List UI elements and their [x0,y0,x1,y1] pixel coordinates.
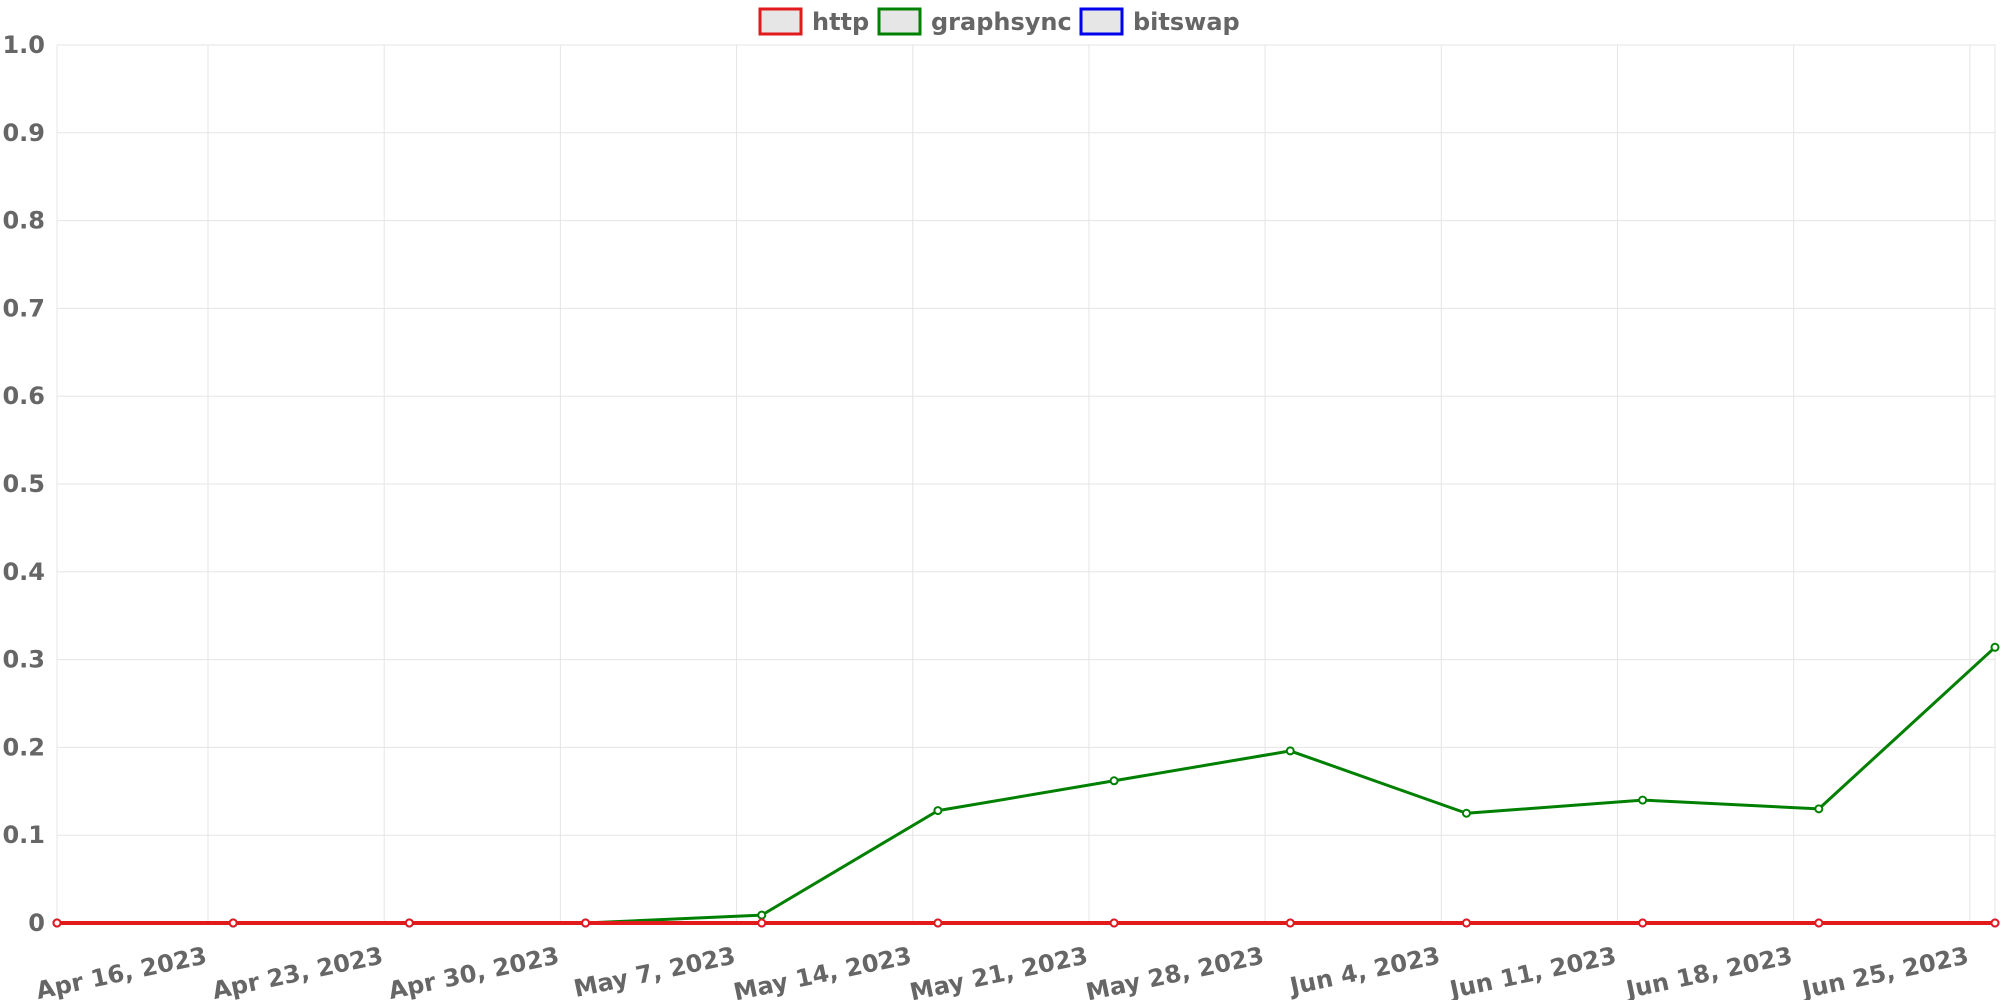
grid-layer [56,44,1996,924]
legend-item-http[interactable]: http [758,7,869,36]
legend-swatch [877,7,922,36]
legend-label: http [812,8,869,36]
legend[interactable]: http graphsync bitswap [758,7,1240,36]
legend-item-graphsync[interactable]: graphsync [877,7,1072,36]
data-point-http [581,918,591,928]
data-point-http [1638,918,1648,928]
legend-swatch [1079,7,1124,36]
series-layer [52,642,2000,928]
data-point-http [52,918,62,928]
x-tick-label: Jun 18, 2023 [1622,941,1795,1000]
y-tick-label: 0.8 [2,207,45,235]
data-point-http [1990,918,2000,928]
x-tick-label: Apr 30, 2023 [386,941,562,1000]
legend-label: bitswap [1133,8,1240,36]
data-point-graphsync [1638,795,1648,805]
y-tick-label: 0.4 [2,558,45,586]
axis-layer: 0 0.1 0.2 0.3 0.4 0.5 0.6 0.7 0.8 0.9 1.0 Apr 16, 2… [2,31,1971,1004]
y-tick-label: 0.9 [2,119,45,147]
x-tick-label: May 28, 2023 [1083,941,1266,1000]
x-tick-label: Jun 4, 2023 [1286,941,1443,1000]
x-tick-label: Apr 16, 2023 [34,941,210,1000]
data-point-graphsync [1285,746,1295,756]
legend-label: graphsync [931,8,1072,36]
y-tick-label: 0.5 [2,470,45,498]
data-point-graphsync [1990,642,2000,652]
data-point-http [228,918,238,928]
data-point-graphsync [1109,776,1119,786]
y-tick-label: 0.3 [2,646,45,674]
y-tick-label: 1.0 [2,31,45,59]
legend-item-bitswap[interactable]: bitswap [1079,7,1240,36]
legend-swatch [758,7,803,36]
x-tick-label: Jun 25, 2023 [1798,941,1971,1000]
data-point-graphsync [1814,804,1824,814]
x-tick-label: May 14, 2023 [731,941,914,1000]
data-point-http [933,918,943,928]
y-tick-label: 0.1 [2,821,45,849]
data-point-http [1461,918,1471,928]
x-tick-label: May 7, 2023 [571,941,738,1000]
data-point-graphsync [933,806,943,816]
data-point-graphsync [757,910,767,920]
data-point-http [1814,918,1824,928]
y-tick-label: 0 [28,909,45,937]
data-point-graphsync [1461,808,1471,818]
x-tick-label: May 21, 2023 [907,941,1090,1000]
data-point-http [404,918,414,928]
y-tick-label: 0.2 [2,733,45,761]
x-tick-label: Apr 23, 2023 [210,941,386,1000]
series-line-graphsync [57,646,1997,925]
x-tick-label: Jun 11, 2023 [1446,941,1619,1000]
data-point-http [757,918,767,928]
data-point-http [1109,918,1119,928]
y-tick-label: 0.7 [2,294,45,322]
y-tick-label: 0.6 [2,382,45,410]
data-point-http [1285,918,1295,928]
